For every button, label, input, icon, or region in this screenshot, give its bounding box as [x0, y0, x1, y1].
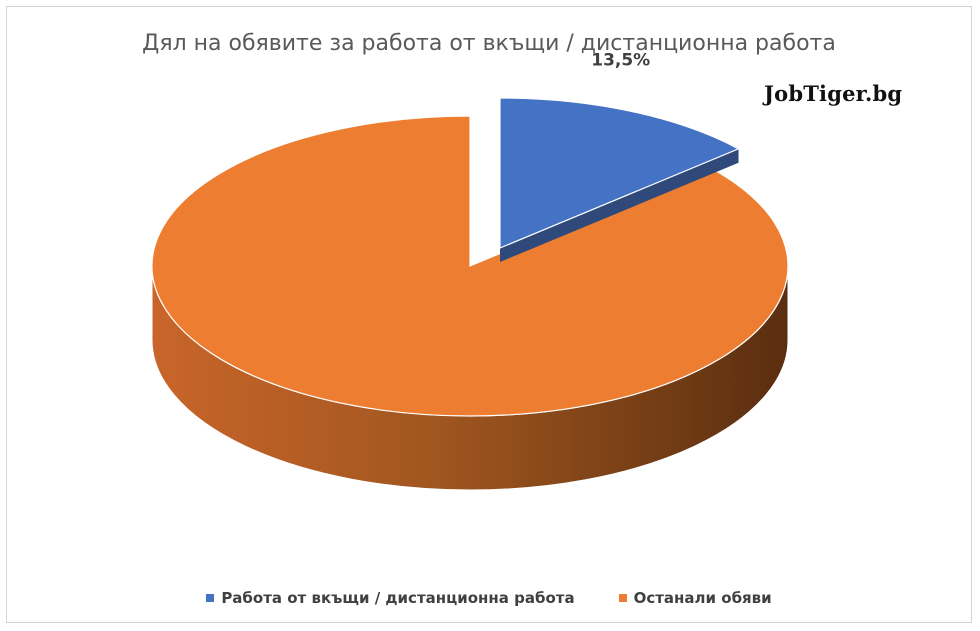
legend-item-remote: Работа от вкъщи / дистанционна работа	[206, 589, 575, 607]
slice-other	[151, 115, 789, 417]
chart-frame: Дял на обявите за работа от вкъщи / дист…	[6, 6, 972, 623]
slice-remote	[499, 97, 740, 249]
chart-title: Дял на обявите за работа от вкъщи / дист…	[142, 31, 836, 56]
legend-swatch-remote	[206, 594, 215, 602]
pie-chart: 13,5%	[151, 51, 789, 491]
watermark-logo: JobTiger.bg	[764, 81, 903, 106]
legend-item-other: Останали обяви	[618, 589, 772, 607]
legend-label-other: Останали обяви	[633, 589, 772, 607]
legend-label-remote: Работа от вкъщи / дистанционна работа	[221, 589, 575, 607]
slice-wall-remote	[500, 148, 739, 262]
data-label-remote: 13,5%	[591, 51, 650, 71]
legend: Работа от вкъщи / дистанционна работа Ос…	[7, 589, 971, 607]
legend-swatch-other	[618, 594, 627, 602]
